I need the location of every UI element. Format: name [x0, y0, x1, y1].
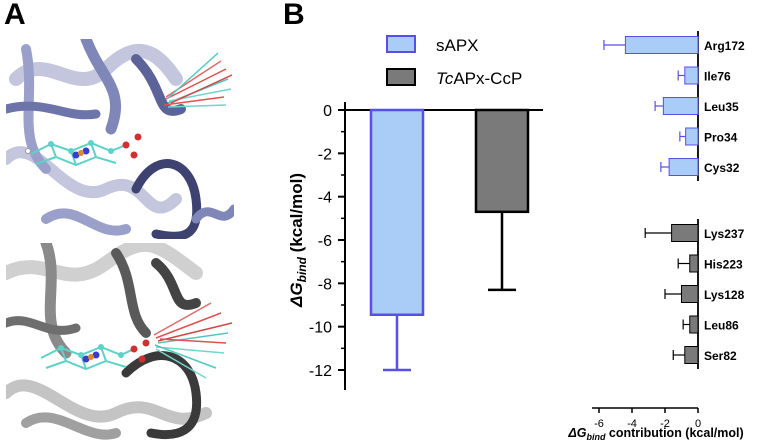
residue-label: Lys237 — [704, 227, 745, 241]
x-tick-label: -2 — [660, 418, 670, 430]
legend-label-sapx: sAPX — [436, 36, 479, 55]
residue-bar — [671, 224, 699, 242]
bar-0 — [369, 108, 425, 316]
binding-energy-bar-chart: sAPX TcAPx-CcP 0 ‑2 ‑4 ‑6 ‑8 ‑10 ‑12 ΔGbind (k… — [287, 35, 543, 390]
residue-label: Cys32 — [704, 161, 740, 175]
residue-bar — [624, 36, 699, 54]
residue-label: Leu86 — [704, 319, 739, 333]
x-ticks: -6 -4 -2 0 — [594, 408, 701, 430]
y-tick-label: ‑8 — [318, 276, 332, 293]
y-axis-label: ΔGbind (kcal/mol) — [287, 173, 309, 308]
residue-bar — [689, 254, 699, 273]
y-ticks: 0 ‑2 ‑4 ‑6 ‑8 ‑10 ‑12 — [309, 103, 345, 380]
legend-label-tcapx: TcAPx-CcP — [436, 69, 522, 88]
bars — [369, 108, 530, 372]
residue-label: Pro34 — [704, 131, 738, 145]
residue-bar — [689, 315, 699, 334]
y-tick-label: ‑4 — [318, 190, 332, 207]
x-tick-label: 0 — [695, 418, 701, 430]
residue-bar — [684, 66, 699, 85]
y-tick-label: ‑2 — [318, 146, 332, 163]
residue-bar — [662, 97, 699, 115]
residue-bar — [685, 127, 699, 146]
bar-1 — [474, 108, 530, 214]
residue-bars: Arg172 Ile76 Leu35 Pro34 Cys32 Lys237 His223 Ly… — [603, 31, 745, 369]
y-tick-label: ‑6 — [318, 233, 332, 250]
y-tick-label: ‑10 — [309, 320, 332, 337]
x-tick-label: -4 — [627, 418, 637, 430]
residue-bar — [681, 285, 699, 303]
residue-label: Leu35 — [704, 100, 739, 114]
residue-label: His223 — [704, 258, 743, 272]
residue-label: Lys128 — [704, 288, 745, 302]
y-tick-label: 0 — [323, 103, 332, 120]
residue-contribution-chart: -6 -4 -2 0 Arg172 Ile76 Leu35 Pro34 Cys32 Lys237… — [567, 31, 745, 442]
protein-structure-image-bottom — [6, 243, 234, 443]
residue-label: Arg172 — [704, 39, 745, 53]
y-tick-label: ‑12 — [309, 363, 332, 380]
panel-label-a: A — [4, 0, 26, 31]
residue-bar — [684, 346, 699, 364]
legend-swatch-sapx — [386, 35, 416, 53]
x-tick-label: -6 — [594, 418, 604, 430]
legend-swatch-tcapx — [386, 68, 416, 86]
protein-structure-image-top — [6, 39, 234, 239]
legend: sAPX TcAPx-CcP — [386, 35, 522, 88]
x-axis-label: ΔGbind contribution (kcal/mol) — [567, 426, 743, 442]
panel-label-b: B — [283, 0, 305, 31]
residue-label: Ser82 — [704, 349, 737, 363]
residue-label: Ile76 — [704, 70, 731, 84]
residue-bar — [668, 158, 699, 176]
